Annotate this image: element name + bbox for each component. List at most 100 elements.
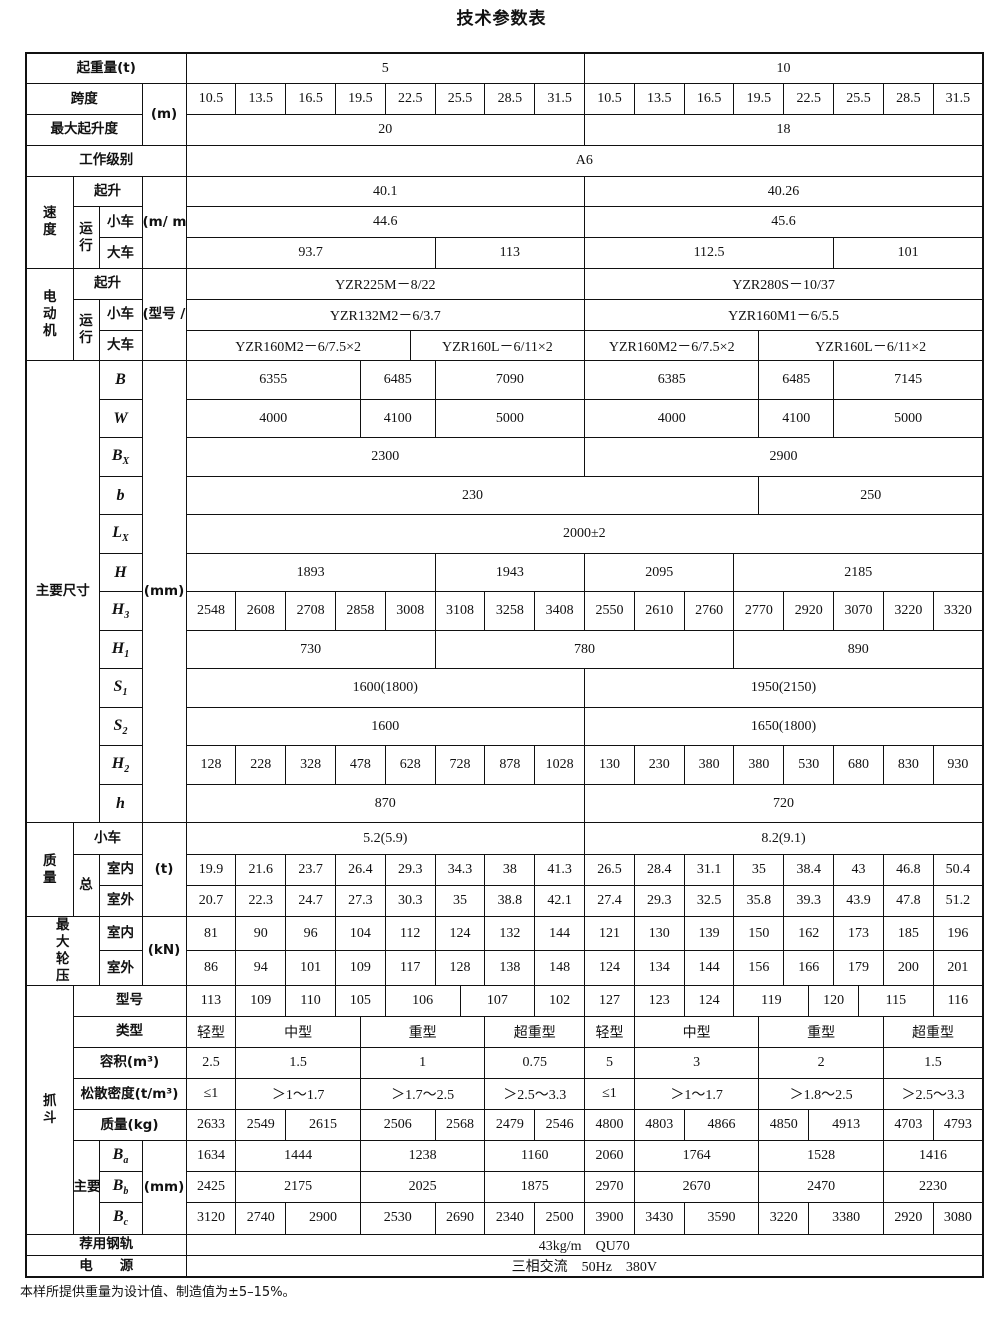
row-label: (m/ min) [141, 175, 187, 270]
row-label: (mm) [141, 1140, 187, 1235]
table-cell: 三相交流 50Hz 380V [185, 1255, 984, 1278]
table-cell: 104 [334, 915, 386, 952]
dimension-symbol: H2 [98, 745, 143, 785]
table-cell: 1528 [758, 1140, 884, 1173]
table-cell: 86 [185, 950, 237, 986]
table-row: 运行 小车 44.6 45.6 [26, 206, 984, 270]
symbol-subscript: 1 [124, 648, 130, 660]
symbol-base: H [111, 601, 125, 619]
table-row: Bb 2425 2175 2025 1875 2970 2670 2470 2230 [26, 1171, 984, 1204]
table-row: LX 2000±2 [26, 514, 984, 554]
table-cell: 112 [384, 915, 436, 952]
table-cell: 132 [484, 915, 536, 952]
table-cell: 28.5 [882, 83, 934, 116]
table-cell: 21.6 [235, 853, 287, 886]
table-cell: 1.5 [235, 1046, 361, 1080]
technical-parameters-table: 起重量(t) 5 10 跨度 (m) 10.5 13.5 16.5 19.5 22.5 25.5 28… [25, 52, 985, 1278]
table-cell: 2095 [584, 552, 735, 593]
row-label: 荐用钢轨 [25, 1233, 187, 1256]
table-cell: 127 [584, 984, 635, 1017]
table-cell: 113 [434, 237, 586, 270]
table-cell: 6485 [758, 360, 835, 400]
table-row: 容积(m³) 2.5 1.5 1 0.75 5 3 2 1.5 [26, 1046, 984, 1080]
table-row: 电 源三相交流 50Hz 380V [25, 1255, 984, 1278]
table-cell: 3900 [584, 1202, 635, 1235]
table-cell: 40.1 [185, 175, 586, 208]
row-label: 主要尺寸 [25, 360, 100, 824]
table-cell: 35 [434, 884, 486, 917]
row-label: 容积(m³) [72, 1046, 187, 1080]
table-cell: 201 [932, 950, 984, 986]
table-cell: 45.6 [584, 206, 984, 239]
table-cell: 2549 [235, 1109, 287, 1142]
table-cell: YZR160M2－6/7.5×2 [185, 329, 411, 362]
table-cell: 112.5 [584, 237, 835, 270]
dimension-symbol: b [98, 475, 143, 516]
table-row: 质量(kg) 2633 2549 2615 2506 2568 2479 2546 4800 48… [26, 1109, 984, 1142]
table-cell: 128 [434, 950, 486, 986]
table-cell: 5 [584, 1046, 635, 1080]
table-cell: ＞2.5～3.3 [882, 1078, 984, 1111]
table-cell: 2900 [285, 1202, 361, 1235]
row-label: 型号 [72, 984, 187, 1017]
table-cell: 20 [185, 114, 586, 146]
table-cell: 115 [858, 984, 934, 1017]
table-cell: YZR160L－6/11×2 [409, 329, 586, 362]
table-cell: 1634 [185, 1140, 237, 1173]
table-cell: 380 [733, 745, 785, 785]
table-cell: 27.4 [584, 884, 635, 917]
table-cell: 8.2(9.1) [584, 822, 984, 855]
table-cell: 超重型 [484, 1015, 586, 1048]
table-cell: 24.7 [285, 884, 336, 917]
table-cell: 中型 [235, 1015, 361, 1048]
symbol-subscript: 3 [124, 610, 130, 622]
table-cell: 5000 [833, 398, 984, 439]
dimension-symbol: Bb [98, 1171, 143, 1204]
table-cell: 870 [185, 783, 586, 824]
table-row: BX 2300 2900 [26, 437, 984, 477]
table-cell: 3320 [932, 591, 984, 631]
table-cell: 2230 [882, 1171, 984, 1204]
table-cell: 31.5 [932, 83, 984, 116]
table-cell: 2185 [733, 552, 984, 593]
table-cell: 200 [882, 950, 934, 986]
table-cell: 4866 [683, 1109, 760, 1142]
table-cell: 4913 [808, 1109, 884, 1142]
table-row: 运行 小车 YZR132M2－6/3.7 YZR160M1－6/5.5 [26, 298, 984, 362]
dimension-symbol: S1 [98, 668, 143, 708]
row-label: (mm) [141, 360, 187, 824]
table-cell: YZR280S－10/37 [584, 268, 984, 300]
table-cell: 4100 [359, 398, 436, 439]
table-cell: 1650(1800) [584, 706, 984, 747]
table-cell: YZR225M－8/22 [185, 268, 586, 300]
table-cell: 2 [758, 1046, 884, 1080]
table-cell: 2175 [235, 1171, 361, 1204]
table-cell: 2615 [285, 1109, 361, 1142]
table-cell: 10.5 [185, 83, 237, 116]
row-label: (kN) [141, 915, 187, 986]
table-cell: 32.5 [683, 884, 735, 917]
table-cell: 106 [384, 984, 461, 1017]
table-cell: 26.4 [334, 853, 386, 886]
table-cell: 1444 [235, 1140, 361, 1173]
table-row: h 870 720 [26, 783, 984, 824]
symbol-subscript: c [123, 1217, 129, 1229]
table-cell: 5 [185, 52, 586, 85]
table-cell: 22.5 [384, 83, 436, 116]
table-cell: 780 [434, 629, 735, 670]
table-cell: ＞1.7～2.5 [359, 1078, 486, 1111]
symbol-base: B [111, 447, 123, 465]
symbol-base: b [116, 486, 125, 504]
table-cell: 35.8 [733, 884, 785, 917]
section-label-text: 电动机 [43, 289, 57, 340]
table-cell: 628 [384, 745, 436, 785]
table-cell: 2858 [334, 591, 386, 631]
table-cell: 2546 [534, 1109, 586, 1142]
table-cell: 150 [733, 915, 785, 952]
table-cell: 124 [683, 984, 735, 1017]
table-cell: 3070 [833, 591, 884, 631]
dimension-symbol: LX [98, 514, 143, 554]
table-cell: 2708 [285, 591, 336, 631]
table-cell: 35 [733, 853, 785, 886]
